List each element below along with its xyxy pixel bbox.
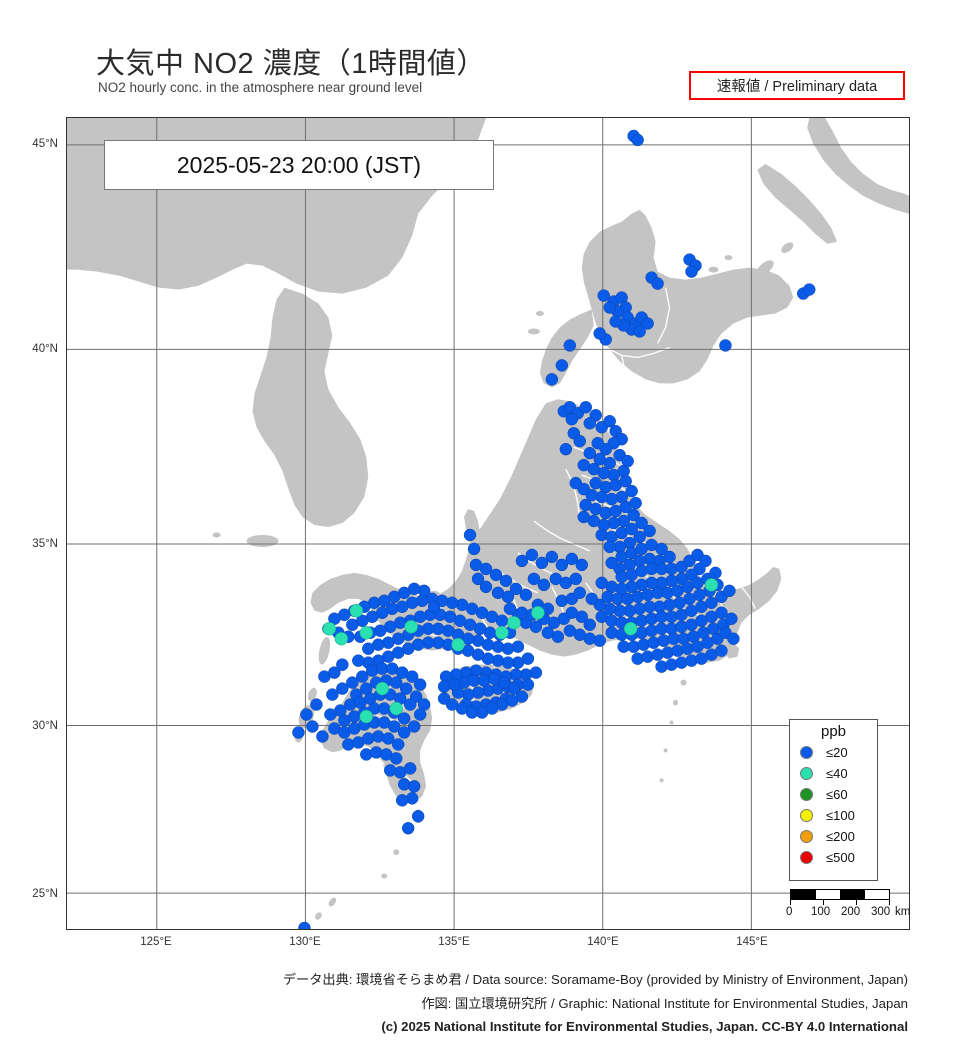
legend-item-1: ≤40 (790, 763, 877, 784)
footer-copyright: (c) 2025 National Institute for Environm… (381, 1019, 908, 1034)
legend-panel: ppb ≤20 ≤40 ≤60 ≤100 ≤200 ≤500 (789, 719, 878, 881)
scale-seg-4 (864, 890, 889, 899)
scale-bar-labels: 0 100 200 300 km (782, 906, 910, 922)
scale-seg-1 (791, 890, 816, 899)
legend-label-le40: ≤40 (826, 766, 848, 781)
legend-label-le20: ≤20 (826, 745, 848, 760)
map-canvas (67, 118, 909, 929)
xtick-125e: 125°E (140, 936, 172, 948)
scale-seg-2 (815, 890, 840, 899)
xtick-145e: 145°E (736, 936, 768, 948)
footer-data-source: データ出典: 環境省そらまめ君 / Data source: Soramame-… (282, 972, 908, 987)
scale-unit-label: km (895, 906, 911, 918)
legend-label-le100: ≤100 (826, 808, 855, 823)
legend-swatch-le40 (800, 767, 813, 780)
legend-swatch-le100 (800, 809, 813, 822)
legend-swatch-le200 (800, 830, 813, 843)
scale-seg-3 (840, 890, 865, 899)
ytick-25n: 25°N (32, 888, 58, 900)
legend-swatch-le60 (800, 788, 813, 801)
legend-swatch-le500 (800, 851, 813, 864)
scale-bar-graphic (790, 889, 890, 900)
xtick-140e: 140°E (587, 936, 619, 948)
preliminary-data-label: 速報値 / Preliminary data (716, 79, 878, 95)
map-plot-area[interactable] (66, 117, 910, 930)
legend-label-le60: ≤60 (826, 787, 848, 802)
ytick-40n: 40°N (32, 343, 58, 355)
station-markers (292, 129, 816, 929)
legend-label-le200: ≤200 (826, 829, 855, 844)
timestamp-box: 2025-05-23 20:00 (JST) (104, 140, 494, 190)
ytick-45n: 45°N (32, 138, 58, 150)
legend-item-3: ≤100 (790, 805, 877, 826)
legend-label-le500: ≤500 (826, 850, 855, 865)
page-title: 大気中 NO2 濃度（1時間値） (96, 48, 486, 80)
legend-swatch-le20 (800, 746, 813, 759)
page-subtitle: NO2 hourly conc. in the atmosphere near … (98, 80, 423, 95)
scale-label-0: 0 (786, 906, 793, 918)
scale-bar: 0 100 200 300 km (782, 889, 910, 927)
scale-label-200: 200 (841, 906, 861, 918)
preliminary-data-badge: 速報値 / Preliminary data (689, 71, 905, 100)
xtick-135e: 135°E (438, 936, 470, 948)
footer-graphic-credit: 作図: 国立環境研究所 / Graphic: National Institut… (421, 996, 908, 1011)
ytick-35n: 35°N (32, 538, 58, 550)
legend-title: ppb (820, 723, 847, 740)
xtick-130e: 130°E (289, 936, 321, 948)
legend-item-5: ≤500 (790, 847, 877, 868)
scale-label-100: 100 (811, 906, 831, 918)
scale-bar-ticks (790, 899, 890, 905)
legend-item-0: ≤20 (790, 742, 877, 763)
ytick-30n: 30°N (32, 720, 58, 732)
legend-item-4: ≤200 (790, 826, 877, 847)
legend-item-2: ≤60 (790, 784, 877, 805)
timestamp-label: 2025-05-23 20:00 (JST) (176, 151, 422, 178)
scale-label-300: 300 (871, 906, 891, 918)
